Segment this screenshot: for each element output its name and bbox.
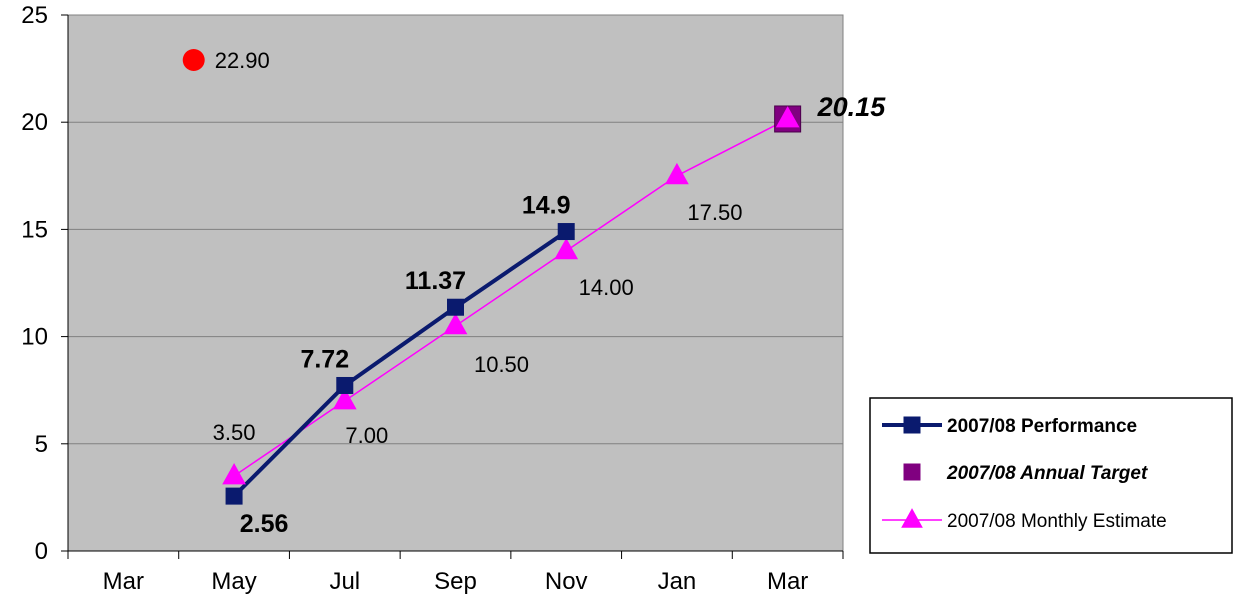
legend-label-annual-target: 2007/08 Annual Target xyxy=(946,463,1148,484)
data-label-performance: 14.9 xyxy=(522,192,571,220)
data-labels: 22.90 2.56 7.72 11.37 14.9 3.50 7.00 10.50 14.00… xyxy=(213,48,887,538)
marker-monthly-estimate xyxy=(222,463,246,485)
marker-monthly-estimate xyxy=(332,388,357,410)
series-line-monthly-estimate xyxy=(233,118,788,477)
data-label-monthly-estimate: 3.50 xyxy=(213,420,256,445)
plot-area xyxy=(67,14,844,552)
y-tick-label: 15 xyxy=(21,216,48,243)
y-tick-label: 20 xyxy=(21,109,48,136)
x-tick-label: Mar xyxy=(103,568,144,595)
legend-label-monthly-estimate: 2007/08 Monthly Estimate xyxy=(947,511,1167,532)
legend-marker-annual-target xyxy=(903,463,921,481)
marker-monthly-estimate xyxy=(775,106,800,128)
x-tick-label: Jan xyxy=(658,568,697,595)
gridlines xyxy=(68,14,843,445)
x-tick-label: Nov xyxy=(545,568,588,595)
legend-marker-performance xyxy=(903,416,921,434)
x-tick-label: May xyxy=(211,568,256,595)
legend-label-performance: 2007/08 Performance xyxy=(947,416,1137,437)
marker-monthly-estimate xyxy=(443,312,468,335)
legend-marker-monthly-estimate xyxy=(901,508,923,528)
data-label-performance: 11.37 xyxy=(405,267,466,295)
y-tick-label: 5 xyxy=(35,431,48,458)
marker-performance xyxy=(336,376,354,394)
data-label-performance: 7.72 xyxy=(300,345,349,373)
data-label-monthly-estimate: 7.00 xyxy=(345,423,388,448)
marker-highlight-point xyxy=(182,49,205,72)
x-tick-label: Jul xyxy=(329,568,360,595)
marker-performance xyxy=(557,223,575,241)
legend: 2007/08 Performance 2007/08 Annual Target… xyxy=(869,397,1233,554)
y-tick-label: 25 xyxy=(21,2,48,29)
series-line-performance xyxy=(232,229,568,498)
x-tick-label: Sep xyxy=(434,568,477,595)
data-label-performance: 2.56 xyxy=(240,510,289,538)
marker-performance xyxy=(447,298,464,316)
marker-monthly-estimate xyxy=(665,162,689,185)
marker-performance xyxy=(225,487,243,505)
y-tick-label: 0 xyxy=(35,538,48,565)
tick-labels: 0 5 10 15 20 25 Mar May Jul Sep Nov Jan Mar xyxy=(21,2,808,595)
y-tick-label: 10 xyxy=(21,324,48,351)
data-label-annual-target: 20.15 xyxy=(817,92,887,122)
axes xyxy=(61,14,844,559)
marker-monthly-estimate xyxy=(554,237,579,260)
data-label-monthly-estimate: 17.50 xyxy=(687,200,742,225)
data-label-monthly-estimate: 10.50 xyxy=(474,352,529,377)
x-tick-label: Mar xyxy=(767,568,808,595)
series-layer xyxy=(182,49,802,505)
data-label-highlight: 22.90 xyxy=(215,48,270,73)
data-label-monthly-estimate: 14.00 xyxy=(579,275,634,300)
